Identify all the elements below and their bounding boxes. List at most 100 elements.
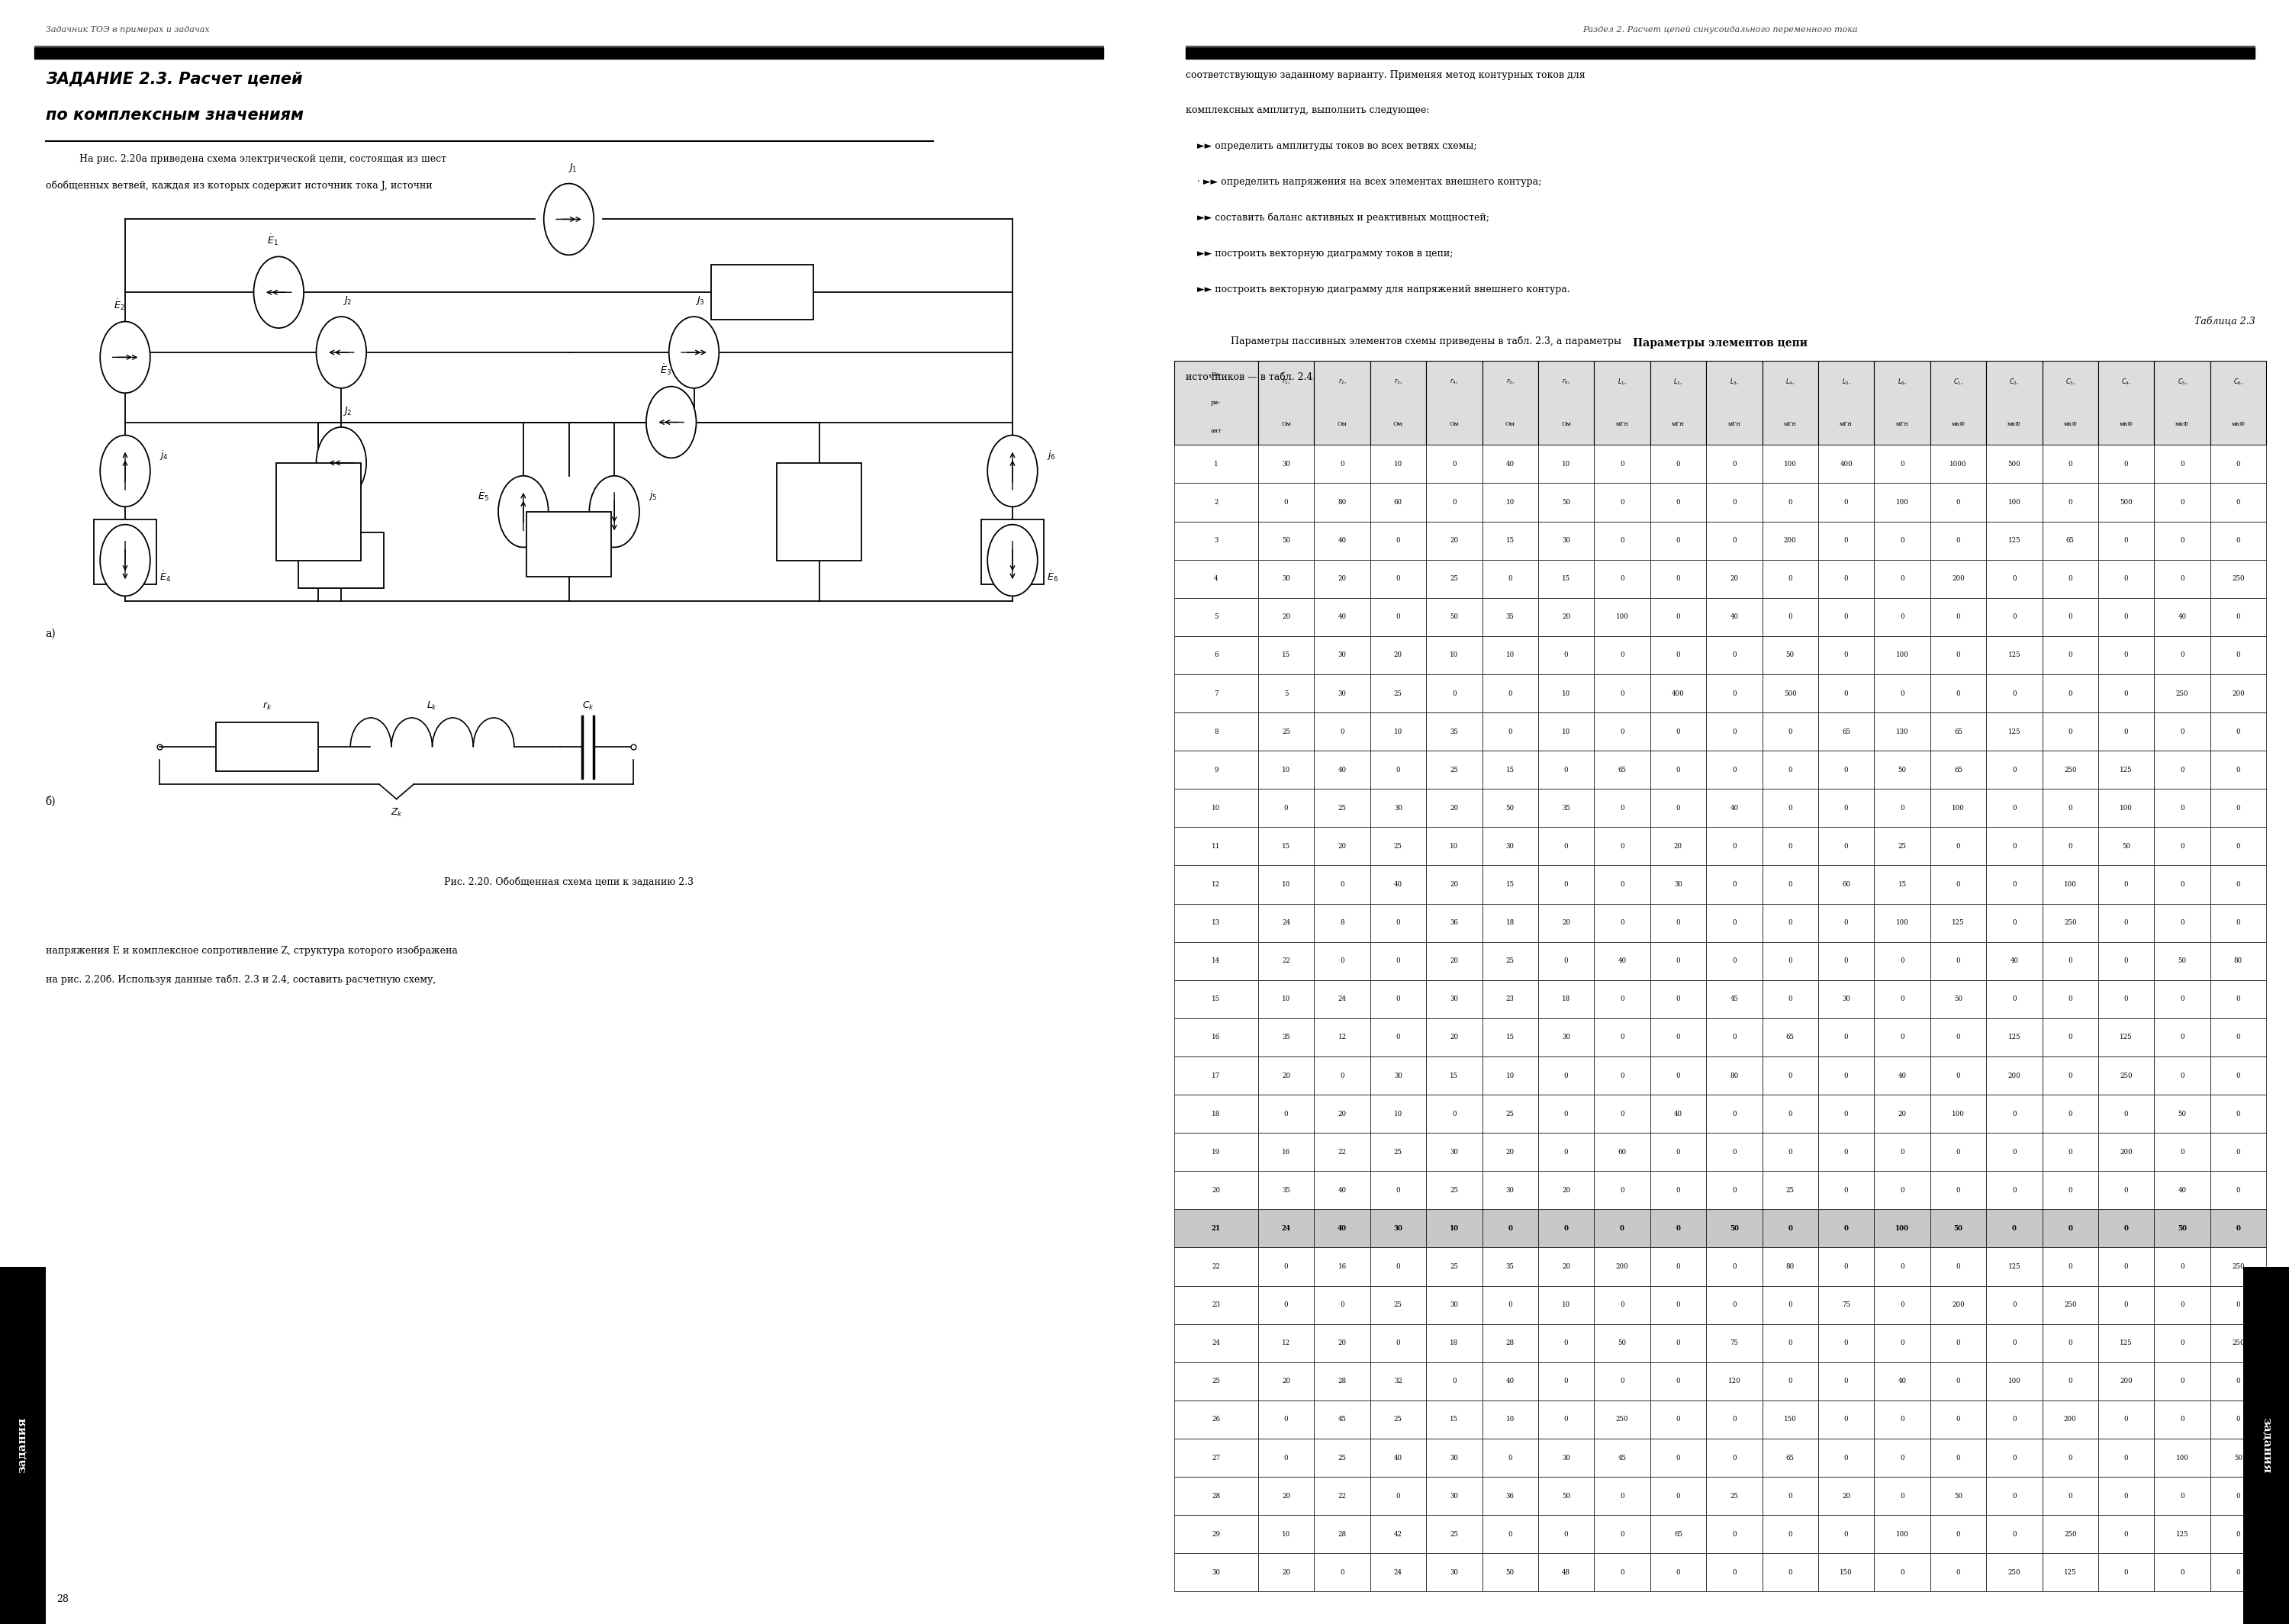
- Bar: [2211, 1210, 2266, 1247]
- Text: $C_4$,: $C_4$,: [2122, 377, 2131, 387]
- Circle shape: [668, 317, 719, 388]
- Text: 0: 0: [1676, 1263, 1680, 1270]
- Text: 0: 0: [1621, 882, 1625, 888]
- Bar: [2211, 1095, 2266, 1134]
- Text: 0: 0: [1621, 690, 1625, 697]
- Bar: [1314, 1171, 1371, 1210]
- Text: 50: 50: [1506, 1569, 1515, 1575]
- Text: 0: 0: [1788, 767, 1792, 773]
- Bar: [1483, 598, 1538, 637]
- Bar: [2099, 484, 2154, 521]
- Text: 100: 100: [1895, 919, 1909, 926]
- Text: 10: 10: [1561, 728, 1570, 736]
- Text: 0: 0: [2012, 614, 2017, 620]
- Bar: [1314, 750, 1371, 789]
- Text: 0: 0: [1451, 499, 1456, 505]
- Bar: [1483, 1286, 1538, 1324]
- Bar: [1593, 1095, 1650, 1134]
- Bar: [1987, 560, 2042, 598]
- Bar: [1314, 1057, 1371, 1095]
- Bar: [2042, 521, 2099, 560]
- Text: 125: 125: [2065, 1569, 2076, 1575]
- Bar: [1371, 713, 1426, 750]
- Bar: [2042, 789, 2099, 827]
- Text: 35: 35: [1506, 614, 1515, 620]
- Bar: [1174, 827, 1259, 866]
- Bar: [1174, 1171, 1259, 1210]
- Text: 50: 50: [1506, 804, 1515, 812]
- Circle shape: [101, 525, 151, 596]
- Bar: [1817, 1210, 1875, 1247]
- Bar: [1875, 1363, 1930, 1400]
- Text: 0: 0: [1788, 958, 1792, 965]
- Text: 0: 0: [1845, 1148, 1847, 1155]
- Text: 0: 0: [1733, 1148, 1737, 1155]
- Text: 200: 200: [2232, 690, 2246, 697]
- Bar: [1650, 521, 1705, 560]
- Text: $\dot{E}_6$: $\dot{E}_6$: [1046, 570, 1058, 583]
- Bar: [2243, 1267, 2289, 1624]
- Bar: [1538, 903, 1593, 942]
- Bar: [1987, 598, 2042, 637]
- Text: 40: 40: [1337, 614, 1346, 620]
- Text: 8: 8: [1213, 728, 1218, 736]
- Text: 0: 0: [1788, 1072, 1792, 1078]
- Text: 0: 0: [2179, 538, 2184, 544]
- Bar: [2042, 1247, 2099, 1286]
- Text: 25: 25: [1394, 1301, 1403, 1309]
- Text: 0: 0: [1339, 1569, 1344, 1575]
- Bar: [2099, 1515, 2154, 1553]
- Bar: [1593, 1247, 1650, 1286]
- Text: 15: 15: [1561, 575, 1570, 581]
- Bar: [982, 520, 1044, 585]
- Text: 40: 40: [1673, 1111, 1682, 1117]
- Text: 0: 0: [2012, 1111, 2017, 1117]
- Text: 0: 0: [1845, 538, 1847, 544]
- Bar: [1174, 1400, 1259, 1439]
- Bar: [1930, 361, 1987, 445]
- Text: 0: 0: [2179, 461, 2184, 468]
- Text: $C_6$,: $C_6$,: [2234, 377, 2243, 387]
- Bar: [1875, 1324, 1930, 1363]
- Text: 15: 15: [1898, 882, 1907, 888]
- Text: 0: 0: [2236, 919, 2241, 926]
- Text: 0: 0: [1733, 1263, 1737, 1270]
- Bar: [1987, 1515, 2042, 1553]
- Bar: [1650, 445, 1705, 484]
- Text: 0: 0: [2236, 1416, 2241, 1423]
- Text: мкФ: мкФ: [2120, 421, 2133, 427]
- Text: 0: 0: [2012, 996, 2017, 1002]
- Text: 0: 0: [1845, 1377, 1847, 1385]
- Bar: [1314, 866, 1371, 903]
- Bar: [2099, 1476, 2154, 1515]
- Text: 0: 0: [1676, 1569, 1680, 1575]
- Bar: [2211, 750, 2266, 789]
- Text: 0: 0: [1900, 1263, 1904, 1270]
- Text: ►► определить амплитуды токов во всех ветвях схемы;: ►► определить амплитуды токов во всех ве…: [1197, 141, 1476, 151]
- Bar: [1930, 1286, 1987, 1324]
- Bar: [1259, 445, 1314, 484]
- Text: 0: 0: [1396, 1187, 1401, 1194]
- Text: 0: 0: [1563, 1377, 1568, 1385]
- Bar: [1426, 598, 1483, 637]
- Text: 0: 0: [2236, 1072, 2241, 1078]
- Bar: [298, 533, 385, 588]
- Bar: [1930, 1515, 1987, 1553]
- Text: 8: 8: [1339, 919, 1344, 926]
- Bar: [1426, 713, 1483, 750]
- Text: 200: 200: [1616, 1263, 1627, 1270]
- Bar: [1875, 1057, 1930, 1095]
- Text: 0: 0: [2012, 1224, 2017, 1233]
- Text: 0: 0: [2012, 882, 2017, 888]
- Bar: [1987, 637, 2042, 674]
- Bar: [2211, 560, 2266, 598]
- Bar: [1875, 637, 1930, 674]
- Bar: [1538, 598, 1593, 637]
- Bar: [1371, 1247, 1426, 1286]
- Text: 65: 65: [1955, 728, 1962, 736]
- Bar: [1426, 560, 1483, 598]
- Bar: [1593, 789, 1650, 827]
- Bar: [1930, 1439, 1987, 1476]
- Text: 0: 0: [1733, 538, 1737, 544]
- Bar: [1650, 1439, 1705, 1476]
